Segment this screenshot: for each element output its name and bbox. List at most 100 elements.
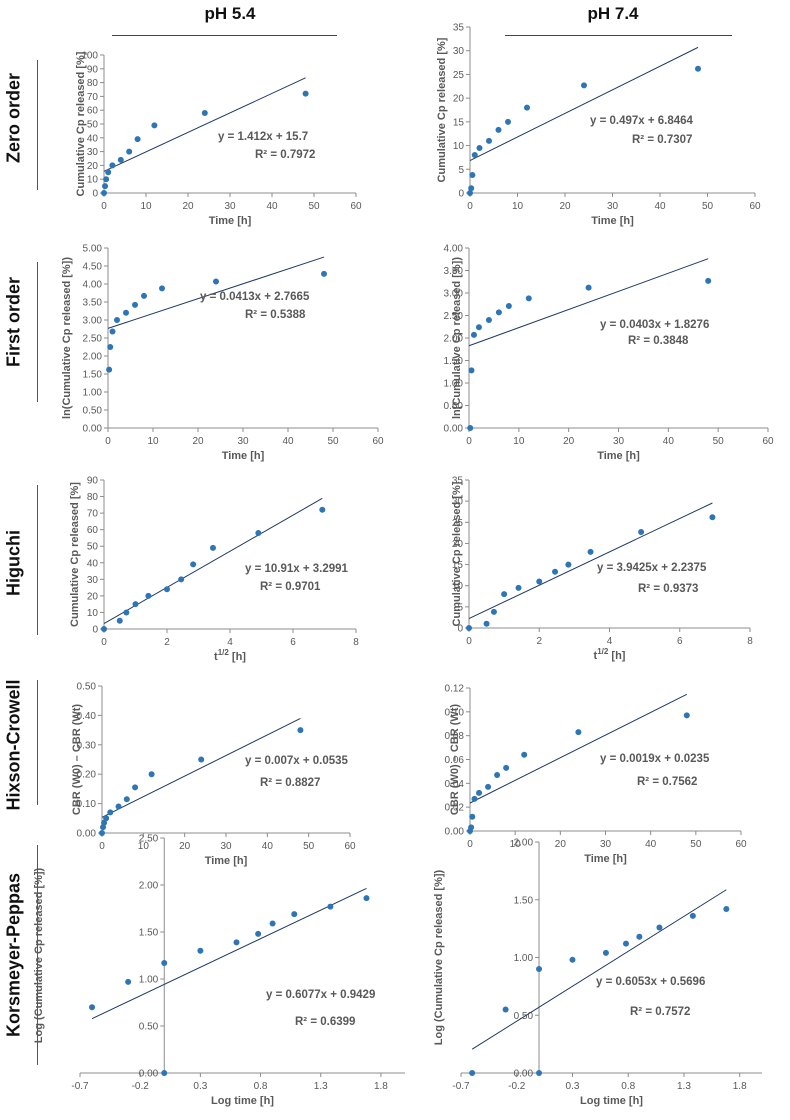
data-point [291, 911, 298, 918]
data-point [709, 514, 716, 521]
data-point [319, 506, 326, 513]
data-point [471, 795, 478, 802]
trend-line [91, 887, 367, 1020]
y-tick-label: 3.50 [444, 266, 464, 277]
x-tick-label: 30 [237, 436, 249, 447]
y-tick-label: 0.50 [77, 682, 97, 693]
x-tick-label: 0 [105, 436, 111, 447]
x-axis-label: Time [h] [584, 853, 627, 865]
data-point [636, 933, 643, 940]
y-tick-label: 1.50 [139, 928, 159, 939]
data-point [485, 317, 492, 323]
y-tick-label: 1.00 [514, 953, 534, 964]
data-point [581, 82, 587, 89]
y-tick-label: 2.50 [444, 311, 464, 322]
x-axis-label: Time [h] [597, 450, 640, 462]
y-tick-label: 80 [87, 78, 99, 89]
data-point [102, 183, 109, 190]
data-point [99, 830, 105, 836]
y-tick-label: 1.00 [139, 975, 159, 986]
chart-panel: -0.7 -0.2 0.3 0.8 1.3 1.8 0.00 0.50 1.00 1.50 2.00… [33, 834, 405, 1107]
chart-panel: 0 2 4 6 8 0 5 10 15 20 25 30 35 t1/2 [h] Cumulative Cp… [451, 476, 753, 663]
x-tick-label: 1.8 [733, 1081, 747, 1092]
y-axis-label: Cumulative Cp released [%] [451, 481, 463, 626]
y-tick-label: 30 [452, 497, 464, 508]
chart-panel: -0.7 -0.2 0.3 0.8 1.3 1.8 0.00 0.50 1.00 1.50 2.00… [433, 838, 762, 1107]
x-tick-label: 10 [140, 201, 152, 212]
data-point [89, 1004, 96, 1011]
data-point [656, 924, 663, 931]
y-tick-label: 0 [92, 189, 98, 200]
data-point [107, 809, 114, 816]
x-tick-label: 1.3 [314, 1081, 328, 1092]
x-tick-label: 40 [262, 841, 274, 852]
r-squared-label: R² = 0.7307 [632, 134, 692, 146]
x-tick-label: -0.2 [508, 1081, 526, 1092]
y-tick-label: 40 [87, 558, 99, 569]
data-point [494, 771, 501, 778]
y-tick-label: 70 [87, 509, 99, 520]
data-point [132, 301, 138, 308]
y-axis-label: Log (Cumulative Cp released [%]) [433, 869, 445, 1045]
data-point [190, 561, 197, 568]
trend-equation: y = 0.6053x + 0.5696 [596, 976, 705, 988]
data-point [602, 949, 609, 956]
data-point [569, 956, 576, 963]
data-point [255, 930, 262, 937]
data-point [638, 529, 645, 536]
data-point [503, 764, 510, 771]
x-tick-label: 50 [713, 436, 725, 447]
x-tick-label: 0 [101, 637, 107, 648]
y-tick-label: 0.30 [77, 740, 97, 751]
y-tick-label: 25 [452, 518, 464, 529]
data-point [705, 277, 712, 284]
x-tick-label: 10 [512, 201, 524, 212]
x-tick-label: 30 [607, 201, 619, 212]
y-tick-label: 10 [87, 608, 99, 619]
x-tick-label: 20 [559, 201, 571, 212]
x-tick-label: 0.3 [193, 1081, 207, 1092]
data-point [505, 118, 511, 125]
data-point [115, 803, 122, 810]
data-point [134, 136, 141, 143]
x-tick-label: 20 [555, 839, 567, 850]
x-tick-label: 8 [747, 636, 753, 647]
y-tick-label: 20 [87, 161, 99, 172]
x-tick-label: -0.7 [71, 1081, 89, 1092]
data-point [486, 137, 492, 144]
x-tick-label: 50 [308, 201, 320, 212]
x-axis-label: Time [h] [222, 450, 265, 462]
data-point [466, 625, 472, 631]
data-point [468, 367, 475, 374]
trend-line [103, 77, 306, 172]
data-point [485, 783, 492, 790]
x-tick-label: 0 [466, 436, 472, 447]
y-tick-label: 4.00 [444, 244, 464, 255]
x-tick-label: 10 [513, 436, 525, 447]
data-point [255, 529, 262, 536]
y-tick-label: 3.00 [83, 316, 103, 327]
x-tick-label: 20 [179, 841, 191, 852]
data-point [302, 90, 309, 97]
data-point [107, 344, 114, 350]
data-point [483, 620, 490, 627]
y-tick-label: 20 [453, 94, 465, 105]
y-tick-label: 10 [87, 175, 99, 186]
x-tick-label: 10 [147, 436, 159, 447]
row-divider [37, 680, 38, 805]
y-axis-label: Cumulative Cp released [%] [69, 482, 81, 627]
data-point [469, 813, 476, 820]
data-point [469, 171, 476, 178]
y-tick-label: 10 [453, 141, 465, 152]
y-tick-label: 0 [457, 624, 463, 635]
data-point [467, 425, 474, 431]
y-axis-label: ln(Cumulative Cp released [%]) [61, 257, 73, 419]
x-tick-label: 0 [101, 201, 107, 212]
data-point [321, 270, 327, 277]
y-tick-label: 0.50 [83, 406, 103, 417]
data-point [495, 309, 502, 316]
y-tick-label: 3.50 [83, 298, 103, 309]
data-point [475, 324, 482, 331]
data-point [117, 156, 124, 163]
row-divider [37, 485, 38, 635]
